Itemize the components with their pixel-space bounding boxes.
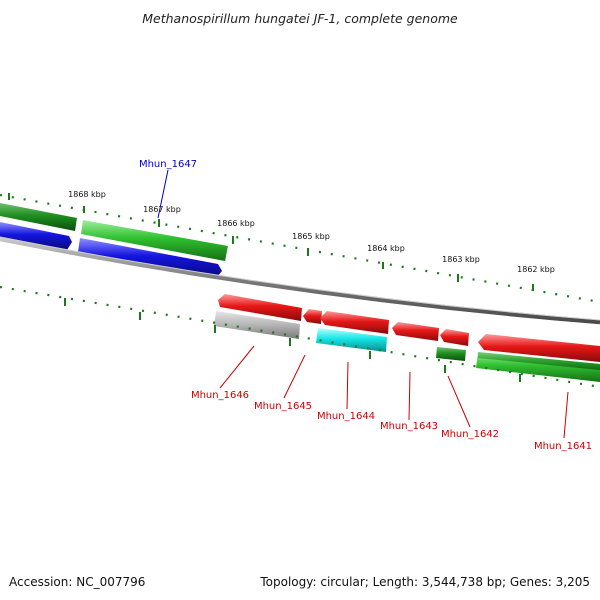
tick-label-1863: 1863 kbp	[442, 255, 480, 264]
label-mhun-1644: Mhun_1644	[317, 411, 375, 422]
leader-mhun-1644	[346, 361, 349, 410]
tick-label-1864: 1864 kbp	[367, 244, 405, 253]
label-mhun-1643: Mhun_1643	[380, 421, 438, 432]
gene-red	[320, 311, 389, 334]
map-title: Methanospirillum hungatei JF-1, complete…	[142, 11, 458, 26]
reverse-strand-genes	[214, 294, 600, 382]
gene-reverse-green-shade	[478, 352, 600, 370]
genome-backbone	[0, 236, 600, 325]
gene-mhun-1644	[316, 328, 387, 352]
inner-scale-ticks	[64, 298, 521, 382]
label-mhun-1642: Mhun_1642	[441, 429, 499, 440]
gene-mhun-1646	[214, 311, 300, 339]
leader-mhun-1645	[283, 354, 306, 399]
gene-red	[303, 309, 322, 324]
leader-mhun-1642	[447, 375, 471, 428]
gene-red	[218, 294, 302, 321]
tick-label-1862: 1862 kbp	[517, 265, 555, 274]
gene-blue	[78, 238, 222, 278]
label-mhun-1645: Mhun_1645	[254, 401, 312, 412]
tick-label-1868: 1868 kbp	[68, 190, 106, 199]
tick-label-1865: 1865 kbp	[292, 232, 330, 241]
label-mhun-1647: Mhun_1647	[139, 159, 197, 170]
gene-forward-green	[81, 220, 228, 261]
gene-reverse-green	[436, 347, 466, 361]
gene-labels: Mhun_1647 Mhun_1646 Mhun_1645 Mhun_1644 …	[139, 159, 592, 452]
label-mhun-1641: Mhun_1641	[534, 441, 592, 452]
gene-forward-dark	[0, 203, 77, 231]
label-mhun-1646: Mhun_1646	[191, 390, 249, 401]
backbone-highlight	[0, 236, 600, 321]
genome-summary-text: Topology: circular; Length: 3,544,738 bp…	[259, 575, 590, 589]
accession-text: Accession: NC_007796	[9, 575, 145, 589]
leader-mhun-1641	[563, 391, 569, 439]
forward-strand-genes	[0, 203, 228, 278]
leader-mhun-1643	[408, 371, 411, 421]
leader-mhun-1646	[219, 345, 255, 389]
gene-red	[392, 322, 439, 341]
gene-red	[440, 329, 469, 346]
tick-label-1866: 1866 kbp	[217, 219, 255, 228]
outer-scale-ticks	[8, 193, 534, 291]
tick-label-1867: 1867 kbp	[143, 205, 181, 214]
scale-labels: 1868 kbp 1867 kbp 1866 kbp 1865 kbp 1864…	[68, 190, 555, 274]
gene-leader-lines	[157, 169, 569, 439]
gene-mhun-1647	[0, 222, 72, 250]
leader-mhun-1647	[157, 169, 169, 219]
gene-mhun-1641	[478, 334, 600, 362]
